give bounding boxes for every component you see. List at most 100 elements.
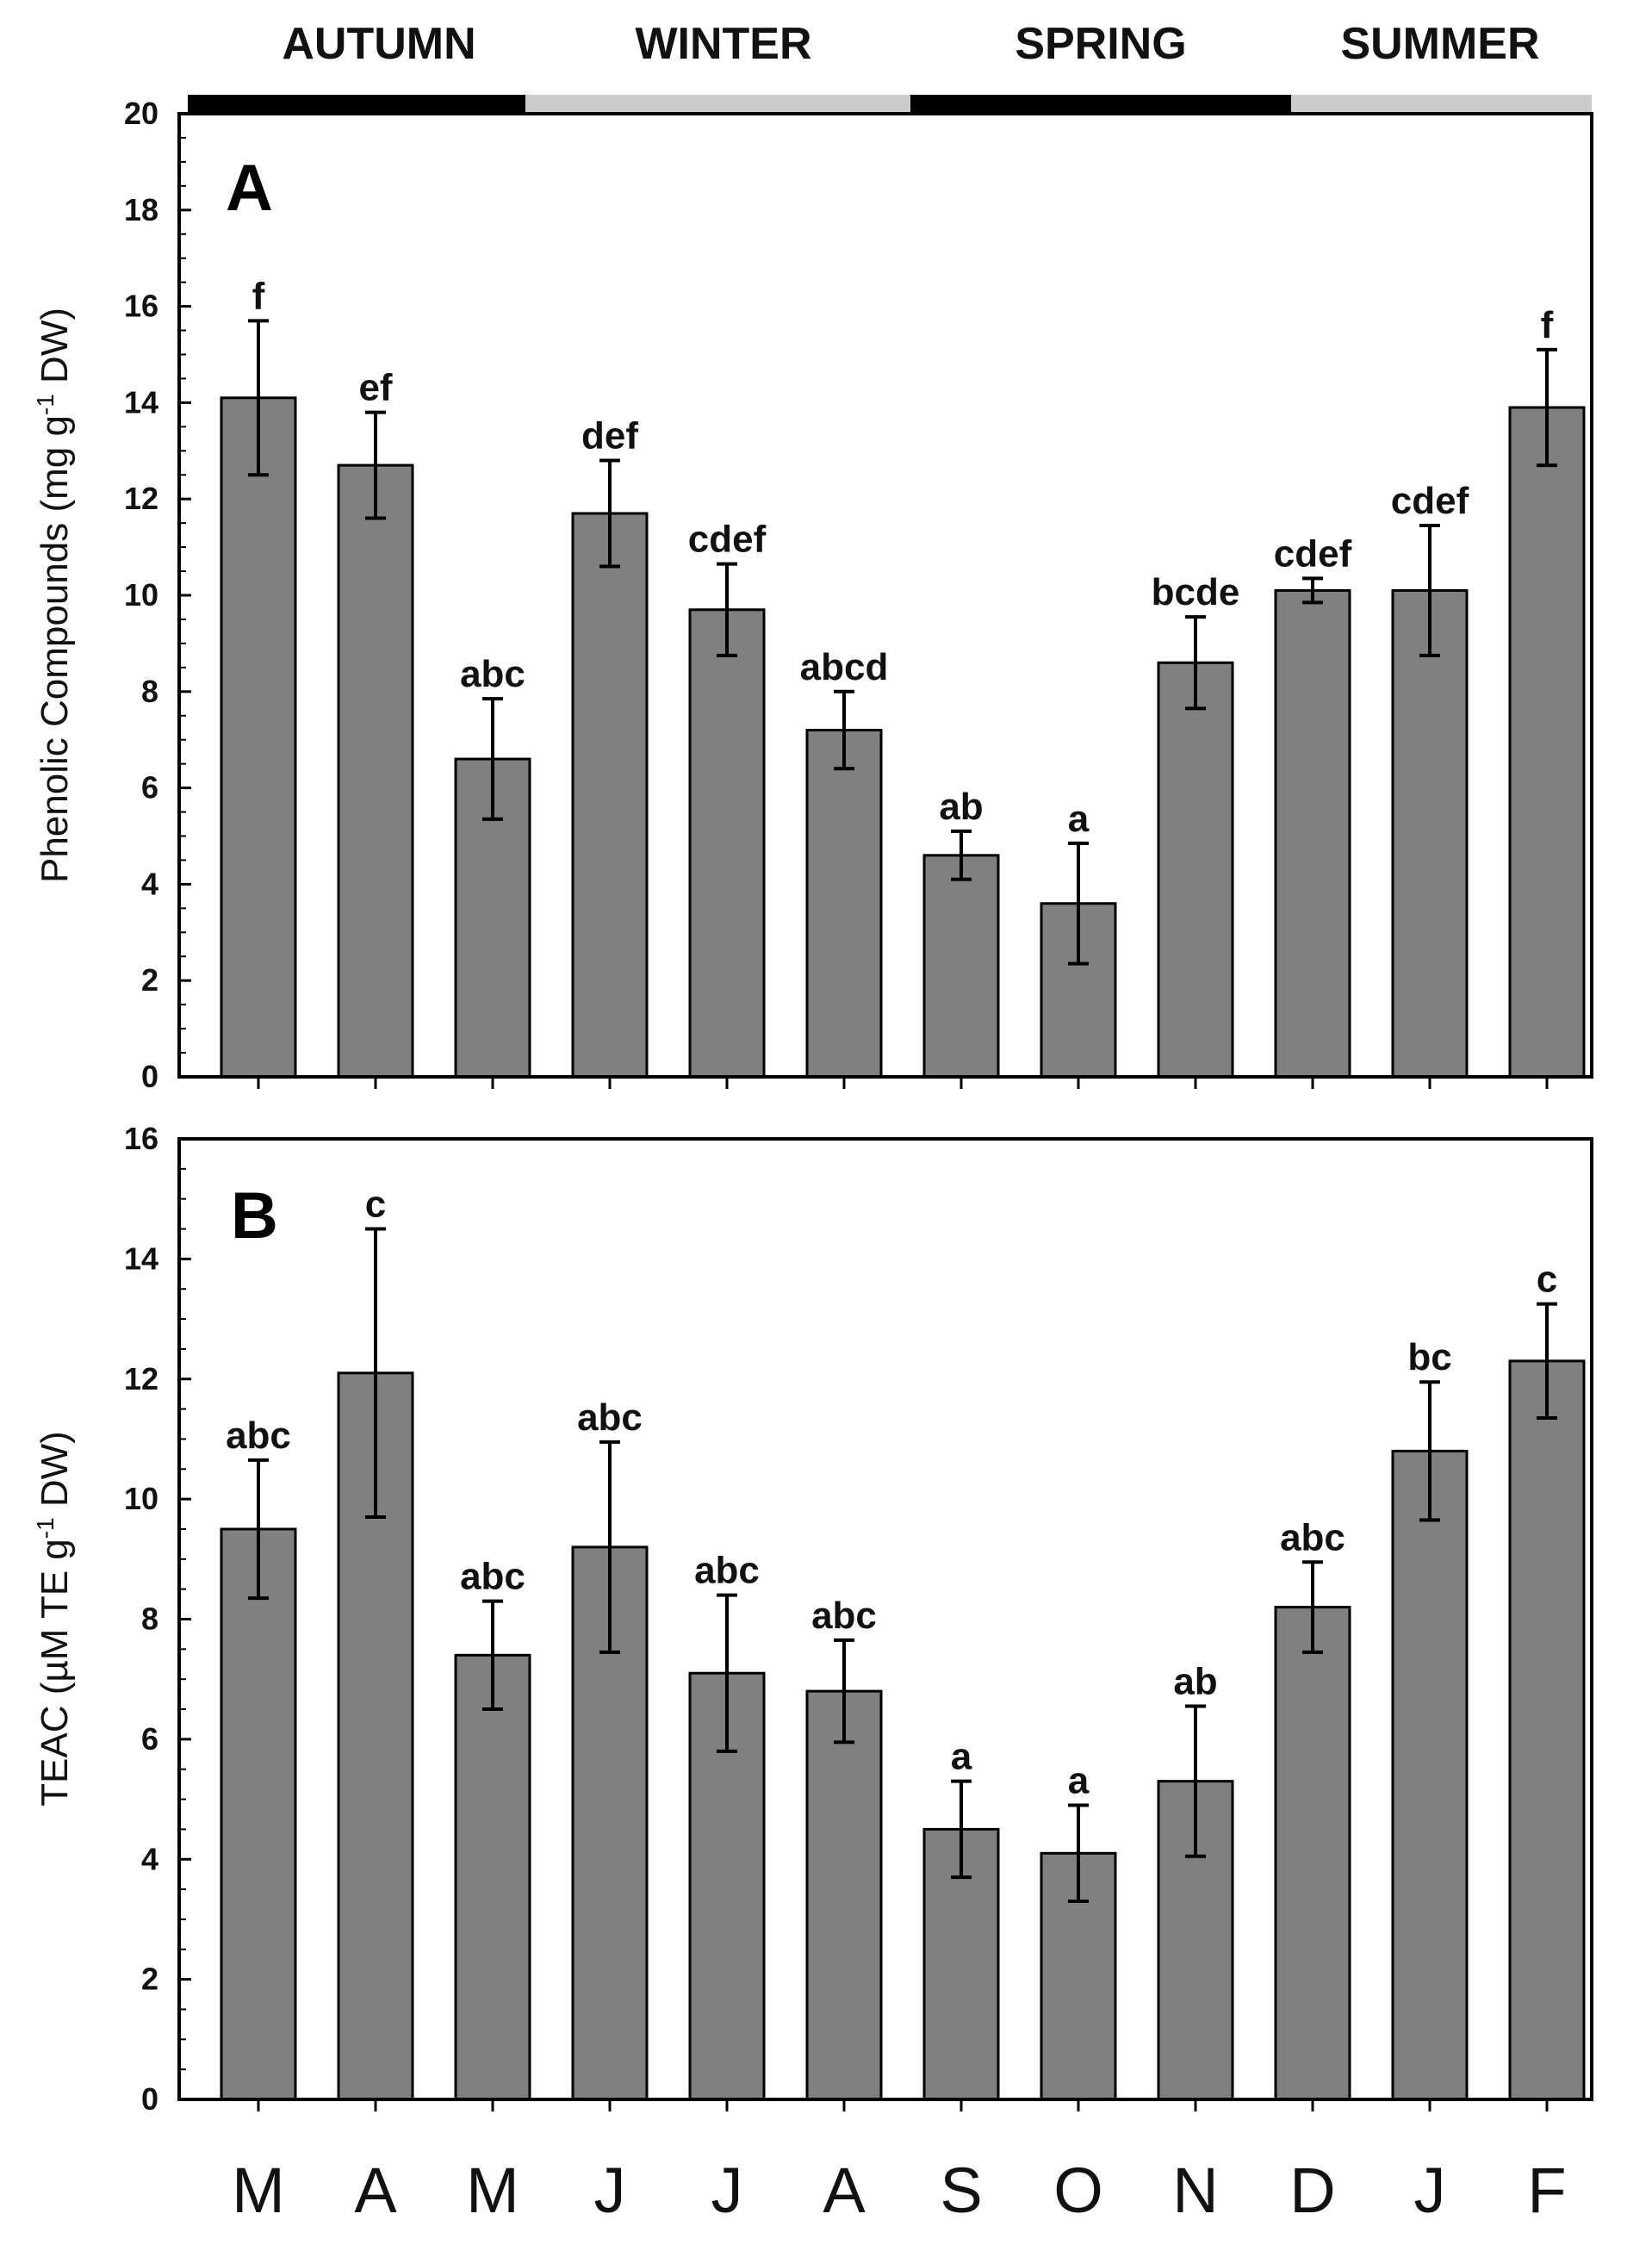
panel-b-significance-label: abc <box>811 1595 877 1637</box>
season-label-autumn: AUTUMN <box>282 19 475 69</box>
panel-a-bar <box>337 463 414 1079</box>
panel-a-significance-label: abcd <box>800 646 889 688</box>
panel-a: f ef abc def cdef abcd ab a bcde cdef cdef f 0 2 4 6 8 1… <box>32 96 1593 1094</box>
season-segment-spring <box>910 95 1291 114</box>
panel-b-bar <box>805 1689 883 2101</box>
panel-a-bar <box>1157 661 1234 1079</box>
month-label: J <box>594 2155 626 2226</box>
season-bar: AUTUMN WINTER SPRING SUMMER <box>188 19 1592 114</box>
panel-b-y-tick-label: 2 <box>141 1962 158 1997</box>
panel-a-y-tick-label: 10 <box>124 577 158 613</box>
panel-b-significance-label: bc <box>1407 1336 1451 1378</box>
panel-a-y-tick-label: 8 <box>141 674 158 709</box>
panel-a-letter: A <box>226 152 273 225</box>
season-segment-summer <box>1291 95 1592 114</box>
panel-a-y-tick-label: 16 <box>124 289 158 324</box>
panel-b-bar <box>220 1527 297 2101</box>
panel-a-significance-label: ef <box>358 367 392 409</box>
panel-b-y-tick-label: 10 <box>124 1481 158 1516</box>
panel-a-y-axis: 0 2 4 6 8 10 12 14 16 18 20 <box>124 96 191 1094</box>
panel-b-y-tick-label: 12 <box>124 1361 158 1396</box>
month-label: A <box>354 2155 397 2226</box>
panel-b-significance-label: abc <box>460 1556 525 1598</box>
season-segment-autumn <box>188 95 525 114</box>
panel-b-marks: abc c abc abc abc abc a a ab abc bc c <box>220 1184 1586 2101</box>
panel-a-bar <box>805 729 883 1079</box>
panel-a-bar <box>220 396 297 1079</box>
panel-a-bar <box>688 608 766 1079</box>
season-label-summer: SUMMER <box>1340 19 1539 69</box>
panel-a-bar <box>1508 406 1586 1079</box>
panel-a-y-axis-title: Phenolic Compounds (mg g-1 DW) <box>32 308 76 883</box>
panel-a-x-axis <box>257 1077 1549 1089</box>
panel-a-significance-label: abc <box>460 653 525 695</box>
month-label: J <box>711 2155 743 2226</box>
panel-b-y-tick-label: 8 <box>141 1601 158 1637</box>
panel-a-y-tick-label: 14 <box>124 384 158 420</box>
panel-a-bar <box>1391 588 1469 1079</box>
panel-b-y-tick-label: 0 <box>141 2081 158 2117</box>
panel-a-bar <box>571 512 649 1079</box>
panel-a-significance-label: def <box>581 414 638 457</box>
panel-b-significance-label: a <box>1068 1760 1090 1802</box>
panel-a-y-tick-label: 20 <box>124 96 158 131</box>
panel-a-significance-label: cdef <box>1391 480 1469 522</box>
month-label: S <box>940 2155 982 2226</box>
month-label: F <box>1527 2155 1566 2226</box>
panel-a-ylabel-main: Phenolic Compounds (mg g <box>34 415 76 883</box>
panel-b-y-axis-title: TEAC (µM TE g-1 DW) <box>32 1431 76 1807</box>
panel-b-y-tick-label: 6 <box>141 1721 158 1757</box>
panel-a-bar <box>1274 588 1351 1079</box>
panel-a-marks: f ef abc def cdef abcd ab a bcde cdef cdef f <box>220 275 1586 1079</box>
month-label: M <box>232 2155 285 2226</box>
month-label: N <box>1172 2155 1218 2226</box>
panel-a-y-tick-label: 18 <box>124 192 158 227</box>
month-label: M <box>466 2155 519 2226</box>
panel-a-ylabel-sup: -1 <box>32 394 59 415</box>
panel-b-significance-label: abc <box>577 1396 643 1439</box>
panel-b-ylabel-sup: -1 <box>32 1517 59 1539</box>
panel-b-significance-label: abc <box>694 1550 760 1592</box>
panel-b-significance-label: c <box>1537 1259 1557 1301</box>
season-label-winter: WINTER <box>635 19 811 69</box>
panel-b-significance-label: a <box>951 1736 972 1778</box>
panel-b-significance-label: abc <box>1280 1516 1345 1558</box>
panel-a-y-tick-label: 6 <box>141 770 158 805</box>
panel-b-y-tick-label: 14 <box>124 1241 158 1276</box>
panel-a-y-tick-label: 2 <box>141 962 158 998</box>
panel-b-letter: B <box>231 1179 278 1253</box>
panel-a-significance-label: cdef <box>688 519 767 561</box>
panel-b-significance-label: c <box>365 1184 386 1226</box>
panel-b-bar <box>1274 1606 1351 2101</box>
panel-b-bar <box>1391 1449 1469 2101</box>
month-label: J <box>1414 2155 1446 2226</box>
panel-a-y-tick-label: 4 <box>141 866 158 901</box>
panel-a-significance-label: bcde <box>1152 571 1240 613</box>
panel-b-ylabel-end: DW) <box>34 1431 76 1517</box>
panel-b-significance-label: abc <box>226 1415 291 1457</box>
panel-a-ylabel-end: DW) <box>34 308 76 394</box>
panel-a-significance-label: a <box>1068 798 1090 840</box>
panel-b-bar <box>1508 1359 1586 2101</box>
panel-b: abc c abc abc abc abc a a ab abc bc c 0 2 4 6 8 10 12 14 16… <box>32 1121 1593 2117</box>
month-label: O <box>1053 2155 1103 2226</box>
season-segment-winter <box>525 95 910 114</box>
panel-b-ylabel-main: TEAC (µM TE g <box>34 1539 76 1807</box>
panel-b-bar <box>454 1653 531 2101</box>
panel-b-y-axis: 0 2 4 6 8 10 12 14 16 <box>124 1121 191 2117</box>
season-label-spring: SPRING <box>1015 19 1186 69</box>
month-label: A <box>823 2155 866 2226</box>
panel-b-y-tick-label: 16 <box>124 1121 158 1156</box>
panel-a-significance-label: cdef <box>1274 532 1352 575</box>
month-label: D <box>1289 2155 1335 2226</box>
panel-a-significance-label: f <box>252 275 265 317</box>
panel-a-significance-label: ab <box>939 786 983 828</box>
panel-a-significance-label: f <box>1541 304 1554 346</box>
panel-a-y-tick-label: 12 <box>124 481 158 516</box>
panel-a-y-tick-label: 0 <box>141 1059 158 1094</box>
panel-b-x-axis <box>257 2099 1549 2111</box>
panel-a-bar <box>922 854 1000 1079</box>
panel-b-y-tick-label: 4 <box>141 1841 158 1876</box>
